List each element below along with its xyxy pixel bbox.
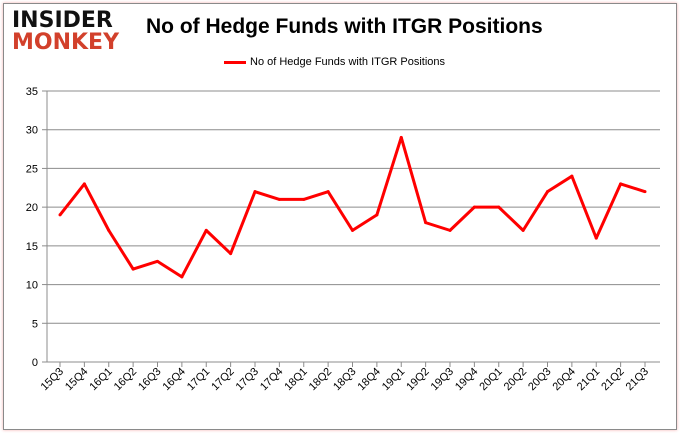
data-point <box>570 174 574 178</box>
x-tick-label: 18Q1 <box>282 366 310 394</box>
x-tick-label: 16Q3 <box>136 366 164 394</box>
x-tick-label: 20Q2 <box>502 366 530 394</box>
x-tick-label: 20Q3 <box>526 366 554 394</box>
x-tick-label: 19Q3 <box>429 366 457 394</box>
data-point <box>351 228 354 232</box>
legend-swatch <box>224 60 246 64</box>
x-tick-label: 18Q2 <box>307 366 335 394</box>
data-point <box>375 213 379 217</box>
x-tick-label: 21Q1 <box>575 366 603 394</box>
data-point <box>204 228 208 232</box>
data-point <box>497 205 501 209</box>
chart-title: No of Hedge Funds with ITGR Positions <box>146 15 543 38</box>
y-tick-label: 15 <box>26 241 38 253</box>
legend-label: No of Hedge Funds with ITGR Positions <box>250 56 446 68</box>
data-point <box>82 182 86 186</box>
data-point <box>521 228 525 232</box>
y-tick-label: 5 <box>32 318 38 330</box>
x-tick-label: 15Q4 <box>63 366 91 394</box>
data-point <box>399 135 403 139</box>
y-tick-label: 25 <box>26 163 38 175</box>
y-tick-label: 30 <box>26 125 38 137</box>
x-tick-label: 19Q4 <box>453 366 481 394</box>
data-point <box>58 213 62 217</box>
x-tick-label: 17Q3 <box>234 366 262 394</box>
data-point <box>448 228 452 232</box>
x-tick-label: 19Q2 <box>404 366 432 394</box>
data-point <box>594 236 598 240</box>
data-point <box>302 197 306 201</box>
x-tick-label: 15Q3 <box>39 366 67 394</box>
y-tick-label: 10 <box>26 280 38 292</box>
data-point <box>229 252 233 256</box>
x-tick-label: 16Q1 <box>87 366 115 394</box>
x-tick-label: 21Q2 <box>599 366 627 394</box>
x-tick-label: 18Q3 <box>331 366 359 394</box>
x-tick-label: 20Q4 <box>550 366 578 394</box>
data-point <box>277 197 281 201</box>
y-tick-label: 0 <box>32 357 38 369</box>
logo-line1: INSIDER <box>12 8 113 33</box>
x-tick-label: 21Q3 <box>624 366 652 394</box>
logo-line2: MONKEY <box>12 30 120 55</box>
data-point <box>107 228 111 232</box>
data-point <box>424 221 428 225</box>
x-tick-label: 18Q4 <box>355 366 383 394</box>
chart-frame <box>3 3 677 430</box>
data-point <box>156 259 159 263</box>
data-point <box>472 205 476 209</box>
y-tick-label: 35 <box>26 86 38 98</box>
y-tick-label: 20 <box>26 202 38 214</box>
data-point <box>326 190 330 194</box>
data-point <box>546 190 549 194</box>
data-point <box>180 275 184 279</box>
x-tick-label: 17Q2 <box>209 366 237 394</box>
insider-monkey-logo: INSIDER MONKEY <box>12 10 119 54</box>
x-tick-label: 20Q1 <box>477 366 505 394</box>
x-tick-label: 17Q4 <box>258 366 286 394</box>
data-point <box>619 182 623 186</box>
x-tick-label: 17Q1 <box>185 366 213 394</box>
x-tick-label: 19Q1 <box>380 366 408 394</box>
legend: No of Hedge Funds with ITGR Positions <box>224 56 445 68</box>
x-tick-label: 16Q4 <box>160 366 188 394</box>
data-point <box>131 267 135 271</box>
data-point <box>643 190 647 194</box>
data-point <box>253 190 257 194</box>
x-tick-label: 16Q2 <box>112 366 140 394</box>
